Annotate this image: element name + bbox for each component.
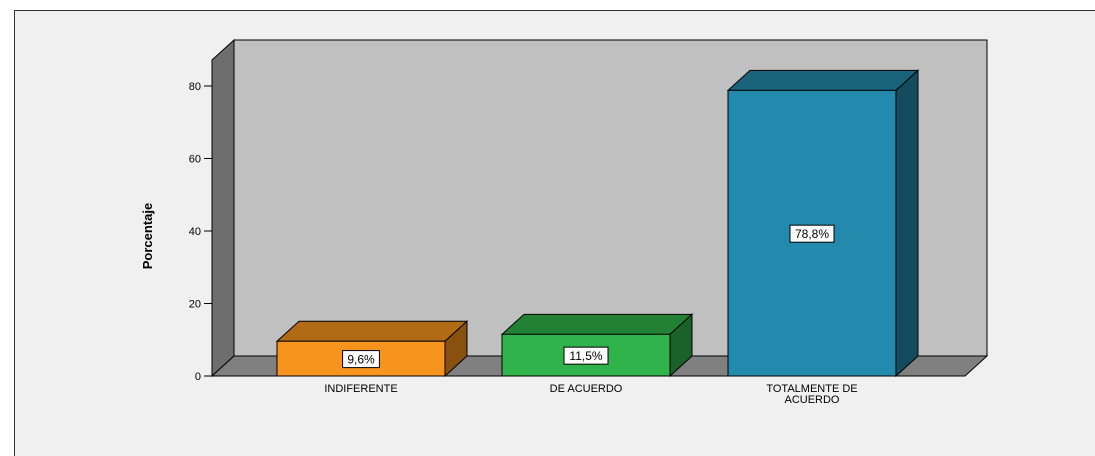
y-tick-label: 40 [189, 226, 201, 238]
data-label: 11,5% [569, 349, 602, 363]
bar-top [726, 69, 920, 91]
y-axis-label: Porcentaje [140, 203, 155, 269]
x-tick-label: INDIFERENTE [324, 383, 397, 395]
x-tick-label: DE ACUERDO [550, 383, 623, 395]
x-tick-label: ACUERDO [784, 394, 839, 406]
bar-side [895, 69, 919, 378]
data-label-box [342, 350, 380, 369]
x-tick-label: TOTALMENTE DE [766, 383, 857, 395]
y-tick-label: 0 [195, 371, 201, 383]
data-label: 9,6% [347, 353, 375, 367]
bar-top [500, 313, 694, 335]
y-tick-label: 80 [189, 81, 201, 93]
y-tick-label: 20 [189, 299, 201, 311]
bars: 9,6% INDIFERENTE 11,5% DE ACUERDO 78,8% TOTAL… [275, 69, 920, 406]
data-label-box [563, 346, 609, 365]
y-axis: 0 20 40 60 80 [189, 81, 213, 383]
left-wall [211, 38, 235, 378]
data-label: 78,8% [795, 227, 829, 241]
y-tick-label: 60 [189, 154, 201, 166]
bar-top [275, 320, 469, 342]
data-label-box [789, 224, 835, 243]
bar-group: 9,6% INDIFERENTE [275, 320, 469, 395]
bar-group: 11,5% DE ACUERDO [500, 313, 694, 395]
